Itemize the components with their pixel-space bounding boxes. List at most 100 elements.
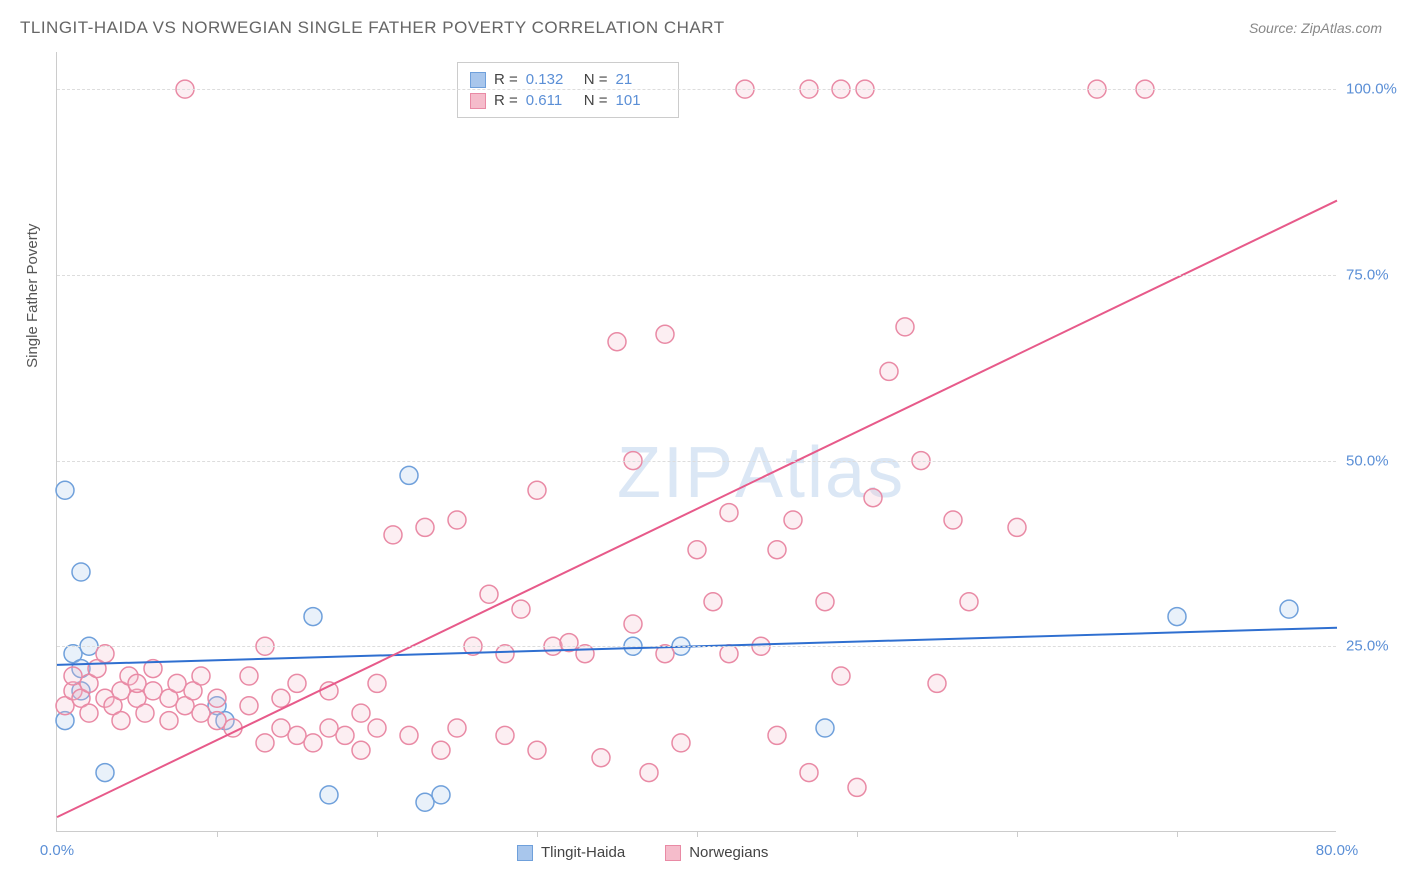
data-point (400, 726, 418, 744)
data-point (288, 674, 306, 692)
data-point (720, 645, 738, 663)
x-tick-label: 0.0% (40, 842, 74, 859)
data-point (656, 325, 674, 343)
data-point (168, 674, 186, 692)
data-point (320, 719, 338, 737)
data-point (272, 719, 290, 737)
data-point (432, 786, 450, 804)
data-point (1168, 608, 1186, 626)
data-point (704, 593, 722, 611)
data-point (192, 704, 210, 722)
legend-swatch (470, 93, 486, 109)
data-point (448, 719, 466, 737)
legend-stat-row: R =0.611N =101 (470, 90, 666, 111)
y-tick-label: 100.0% (1346, 81, 1406, 98)
data-point (208, 712, 226, 730)
data-point (416, 518, 434, 536)
data-point (576, 645, 594, 663)
data-point (896, 318, 914, 336)
data-point (960, 593, 978, 611)
data-point (96, 645, 114, 663)
r-label: R = (494, 71, 518, 88)
data-point (528, 741, 546, 759)
data-point (72, 563, 90, 581)
data-point (136, 704, 154, 722)
data-point (528, 481, 546, 499)
y-tick-label: 25.0% (1346, 638, 1406, 655)
data-point (480, 585, 498, 603)
legend-item: Tlingit-Haida (517, 844, 625, 861)
data-point (288, 726, 306, 744)
x-minor-mark (217, 831, 218, 837)
y-axis-label: Single Father Poverty (24, 224, 41, 368)
chart-title: TLINGIT-HAIDA VS NORWEGIAN SINGLE FATHER… (20, 18, 725, 38)
data-point (816, 719, 834, 737)
data-point (256, 734, 274, 752)
data-point (144, 682, 162, 700)
data-point (496, 645, 514, 663)
data-point (608, 333, 626, 351)
data-point (624, 615, 642, 633)
data-point (128, 674, 146, 692)
data-point (368, 719, 386, 737)
grid-line (57, 461, 1336, 462)
data-point (240, 667, 258, 685)
data-point (240, 697, 258, 715)
data-point (768, 726, 786, 744)
data-point (720, 504, 738, 522)
data-point (1008, 518, 1026, 536)
data-point (848, 778, 866, 796)
n-value: 101 (616, 92, 666, 109)
data-point (336, 726, 354, 744)
data-point (496, 726, 514, 744)
data-point (416, 793, 434, 811)
data-point (352, 741, 370, 759)
data-point (432, 741, 450, 759)
legend-swatch (517, 845, 533, 861)
data-point (512, 600, 530, 618)
data-point (768, 541, 786, 559)
legend-label: Norwegians (689, 844, 768, 861)
data-point (592, 749, 610, 767)
data-point (640, 764, 658, 782)
data-point (160, 712, 178, 730)
data-point (1280, 600, 1298, 618)
data-point (400, 466, 418, 484)
data-point (880, 362, 898, 380)
data-point (448, 511, 466, 529)
data-point (304, 734, 322, 752)
data-point (352, 704, 370, 722)
grid-line (57, 646, 1336, 647)
data-point (80, 704, 98, 722)
source-attribution: Source: ZipAtlas.com (1249, 20, 1382, 36)
legend-bottom: Tlingit-Haida Norwegians (517, 844, 768, 861)
x-minor-mark (1017, 831, 1018, 837)
x-minor-mark (1177, 831, 1178, 837)
n-value: 21 (616, 71, 666, 88)
data-point (816, 593, 834, 611)
data-point (384, 526, 402, 544)
legend-item: Norwegians (665, 844, 768, 861)
data-point (64, 667, 82, 685)
data-point (800, 764, 818, 782)
legend-label: Tlingit-Haida (541, 844, 625, 861)
data-point (368, 674, 386, 692)
legend-swatch (470, 72, 486, 88)
x-minor-mark (857, 831, 858, 837)
data-point (304, 608, 322, 626)
r-label: R = (494, 92, 518, 109)
x-tick-label: 80.0% (1316, 842, 1359, 859)
data-point (56, 481, 74, 499)
grid-line (57, 89, 1336, 90)
data-point (832, 667, 850, 685)
x-minor-mark (697, 831, 698, 837)
legend-stat-row: R =0.132N =21 (470, 69, 666, 90)
y-tick-label: 50.0% (1346, 452, 1406, 469)
r-value: 0.132 (526, 71, 576, 88)
x-minor-mark (537, 831, 538, 837)
data-point (688, 541, 706, 559)
data-point (320, 786, 338, 804)
x-minor-mark (377, 831, 378, 837)
data-point (112, 712, 130, 730)
data-point (320, 682, 338, 700)
